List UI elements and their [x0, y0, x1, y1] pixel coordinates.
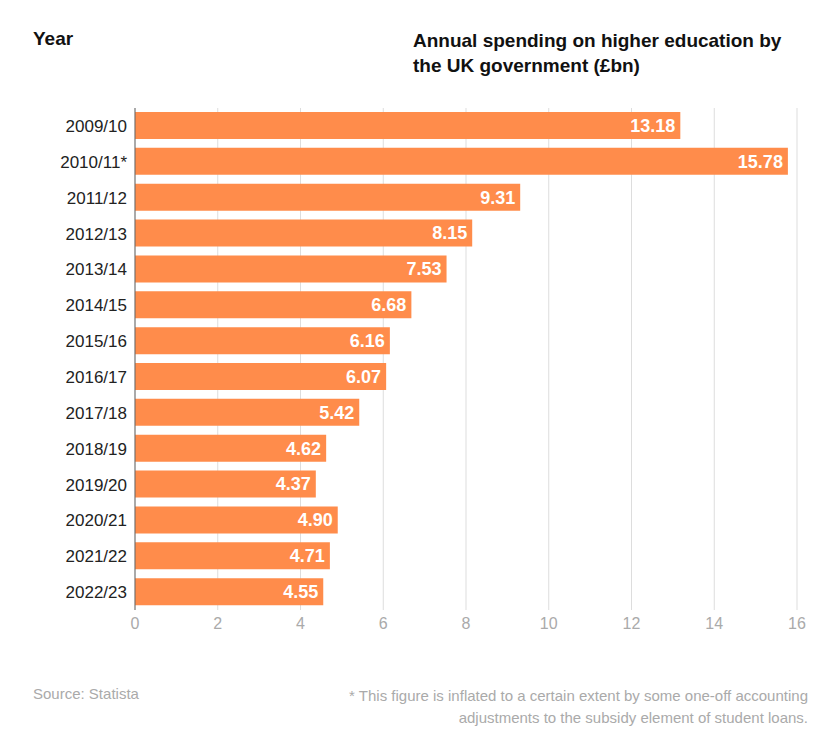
- svg-text:4: 4: [296, 615, 305, 632]
- svg-text:6.68: 6.68: [371, 295, 406, 315]
- svg-text:6.07: 6.07: [346, 367, 381, 387]
- svg-text:6: 6: [379, 615, 388, 632]
- svg-text:13.18: 13.18: [630, 116, 675, 136]
- svg-text:10: 10: [540, 615, 558, 632]
- svg-text:2012/13: 2012/13: [66, 225, 127, 244]
- svg-text:4.90: 4.90: [298, 510, 333, 530]
- svg-text:2010/11*: 2010/11*: [60, 153, 127, 172]
- svg-text:2014/15: 2014/15: [66, 296, 127, 315]
- svg-text:16: 16: [788, 615, 806, 632]
- svg-text:8: 8: [462, 615, 471, 632]
- svg-text:2: 2: [213, 615, 222, 632]
- svg-text:2013/14: 2013/14: [66, 260, 127, 279]
- html-text:Year: Year: [33, 28, 74, 49]
- svg-text:7.53: 7.53: [407, 259, 442, 279]
- svg-text:2015/16: 2015/16: [66, 332, 127, 351]
- html-text:* This figure is inflated to a: * This figure is inflated to a certain e…: [349, 687, 808, 726]
- svg-text:14: 14: [705, 615, 723, 632]
- svg-text:5.42: 5.42: [319, 403, 354, 423]
- svg-text:4.55: 4.55: [283, 582, 318, 602]
- html-text:Source: Statista: Source: Statista: [33, 685, 139, 702]
- svg-text:6.16: 6.16: [350, 331, 385, 351]
- svg-text:2009/10: 2009/10: [66, 117, 127, 136]
- svg-text:8.15: 8.15: [432, 223, 467, 243]
- svg-text:12: 12: [623, 615, 641, 632]
- svg-text:4.37: 4.37: [276, 474, 311, 494]
- svg-text:2017/18: 2017/18: [66, 404, 127, 423]
- svg-text:0: 0: [131, 615, 140, 632]
- svg-text:2016/17: 2016/17: [66, 368, 127, 387]
- svg-text:2011/12: 2011/12: [67, 189, 127, 208]
- html-text:Annual spending on higher educ: Annual spending on higher education by t…: [413, 30, 782, 76]
- svg-text:9.31: 9.31: [480, 188, 515, 208]
- svg-text:2019/20: 2019/20: [66, 476, 127, 495]
- svg-text:4.71: 4.71: [290, 546, 325, 566]
- svg-text:2022/23: 2022/23: [66, 583, 127, 602]
- svg-text:2020/21: 2020/21: [66, 511, 127, 530]
- svg-text:2018/19: 2018/19: [66, 440, 127, 459]
- svg-text:15.78: 15.78: [738, 152, 783, 172]
- svg-text:4.62: 4.62: [286, 439, 321, 459]
- svg-text:2021/22: 2021/22: [66, 547, 127, 566]
